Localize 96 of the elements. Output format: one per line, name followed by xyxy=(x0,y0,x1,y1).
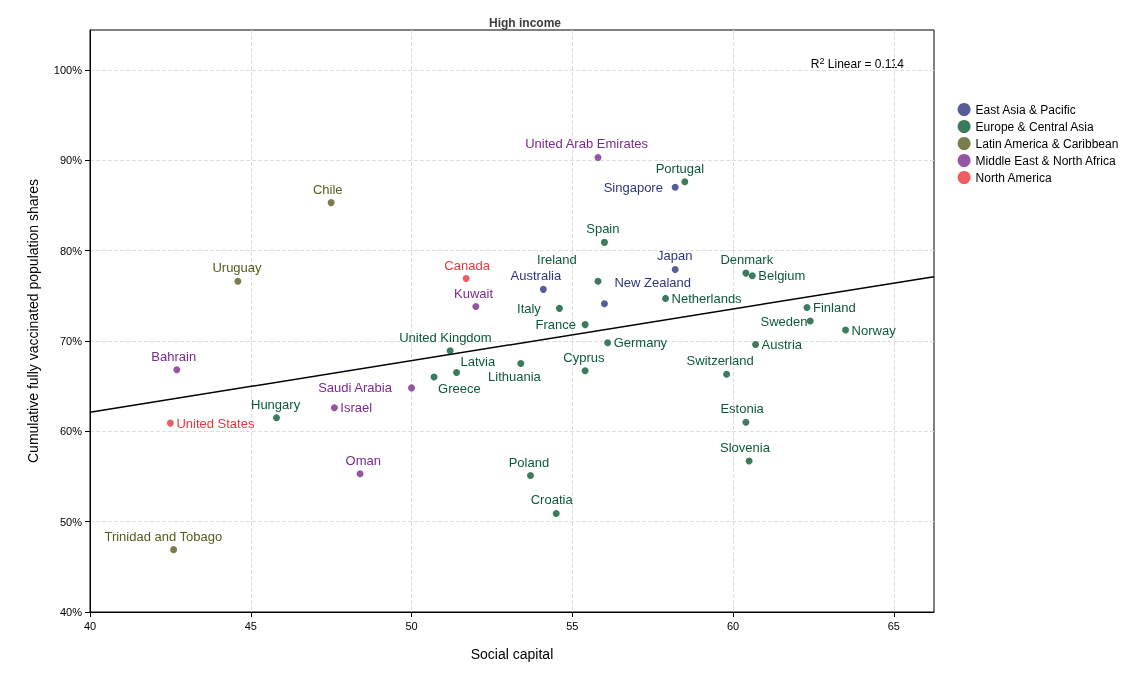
annotation: Netherlands xyxy=(671,290,743,306)
point xyxy=(604,339,612,347)
annotation: Switzerland xyxy=(686,353,754,369)
annotation: Ireland xyxy=(537,252,577,268)
point xyxy=(539,285,547,293)
annotation: Spain xyxy=(586,221,620,237)
annotation: Japan xyxy=(656,248,693,264)
point xyxy=(594,153,602,161)
point xyxy=(526,472,534,480)
x-tick-label: 55 xyxy=(566,619,579,632)
y-tick-label: 40% xyxy=(59,606,83,618)
annotation: Trinidad and Tobago xyxy=(104,528,223,544)
legend-label: Middle East & North Africa xyxy=(975,153,1116,168)
annotation: New Zealand xyxy=(614,274,692,290)
x-tick-label: 65 xyxy=(887,619,900,632)
y-tick-label: 80% xyxy=(59,244,83,257)
point xyxy=(453,369,461,377)
point xyxy=(723,370,731,378)
point xyxy=(600,300,608,308)
point xyxy=(748,272,756,280)
legend-label: East Asia & Pacific xyxy=(975,102,1076,117)
annotation: Cyprus xyxy=(563,349,605,365)
point xyxy=(594,277,602,285)
point xyxy=(234,277,242,285)
point xyxy=(408,384,416,392)
annotation: Singapore xyxy=(603,179,663,195)
y-tick-label: 90% xyxy=(59,154,83,167)
annotation: Estonia xyxy=(720,401,765,417)
annotation: United Kingdom xyxy=(399,329,492,345)
x-tick-label: 40 xyxy=(83,619,97,632)
point xyxy=(671,183,679,191)
point xyxy=(330,404,338,412)
point xyxy=(356,470,364,478)
point xyxy=(742,418,750,426)
annotation: Lithuania xyxy=(488,369,542,385)
annotation: Belgium xyxy=(758,268,806,284)
annotation: Bahrain xyxy=(151,348,197,364)
point xyxy=(752,341,760,348)
point xyxy=(272,414,280,422)
y-tick-label: 100% xyxy=(53,63,83,76)
annotation: Chile xyxy=(312,181,343,197)
y-tick-label: 60% xyxy=(59,425,83,438)
point xyxy=(681,178,689,186)
annotation: Kuwait xyxy=(453,285,494,301)
annotation: Denmark xyxy=(720,252,774,268)
point xyxy=(166,419,174,427)
point xyxy=(472,303,480,311)
point xyxy=(803,303,811,311)
y-tick-label: 50% xyxy=(59,515,83,528)
point xyxy=(600,238,608,246)
point xyxy=(462,275,470,283)
point xyxy=(581,367,589,375)
x-tick-label: 60 xyxy=(726,619,740,632)
annotation: Latvia xyxy=(460,353,496,369)
y-tick-label: 70% xyxy=(59,334,83,347)
x-tick-label: 45 xyxy=(244,619,257,632)
legend-label: Latin America & Caribbean xyxy=(975,136,1119,151)
annotation: Oman xyxy=(345,452,381,468)
point xyxy=(671,265,679,273)
annotation: Croatia xyxy=(530,492,574,508)
annotation: Norway xyxy=(851,322,897,338)
annotation: Italy xyxy=(517,300,542,316)
legend-label: Europe & Central Asia xyxy=(975,119,1094,134)
point xyxy=(745,457,753,465)
point xyxy=(662,294,670,302)
annotation: United Arab Emirates xyxy=(525,136,649,152)
annotation: Greece xyxy=(438,381,481,397)
legend-label: North America xyxy=(975,170,1052,185)
annotation: Hungary xyxy=(251,396,301,412)
annotation: France xyxy=(535,317,576,333)
y-axis-title: Cumulative fully vaccinated population shares xyxy=(25,178,41,464)
annotation: Portugal xyxy=(655,160,705,176)
point xyxy=(446,347,454,355)
point xyxy=(517,359,525,367)
point xyxy=(170,546,178,554)
x-axis-title: Social capital xyxy=(470,646,554,662)
point xyxy=(581,321,589,329)
point xyxy=(173,366,181,374)
annotation: Australia xyxy=(510,268,562,284)
annotation: Germany xyxy=(613,335,668,351)
chart-title: High income xyxy=(488,16,562,30)
point xyxy=(552,510,560,517)
annotation: Poland xyxy=(508,454,550,470)
point xyxy=(327,199,335,207)
annotation: Sweden xyxy=(760,313,808,329)
annotation: Slovenia xyxy=(720,440,771,456)
point xyxy=(842,326,850,334)
annotation: Canada xyxy=(444,257,491,273)
annotation: Finland xyxy=(813,299,856,315)
annotation: Saudi Arabia xyxy=(318,380,393,396)
x-tick-label: 50 xyxy=(405,619,418,632)
annotation: Israel xyxy=(340,400,373,416)
annotation: Uruguay xyxy=(212,260,263,276)
point xyxy=(555,304,563,312)
annotation: United States xyxy=(176,415,255,431)
annotation: Austria xyxy=(761,337,803,352)
